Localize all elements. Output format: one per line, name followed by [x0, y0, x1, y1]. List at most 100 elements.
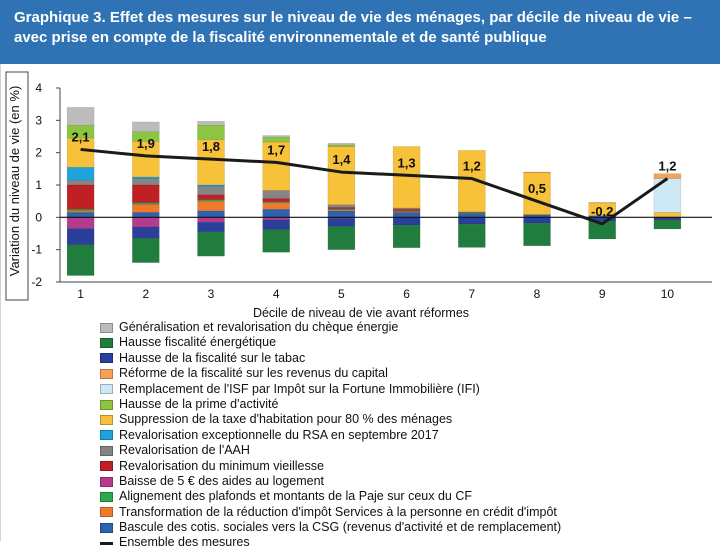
- chart-panel: [0, 64, 720, 541]
- legend-label: Revalorisation exceptionnelle du RSA en …: [119, 427, 439, 442]
- x-tick-label: 1: [77, 287, 84, 301]
- legend-label: Généralisation et revalorisation du chèq…: [119, 320, 399, 334]
- x-tick-label: 10: [661, 287, 675, 301]
- legend-item: Bascule des cotis. sociales vers la CSG …: [100, 520, 660, 535]
- legend-swatch: [100, 507, 113, 518]
- legend-swatch: [100, 491, 113, 502]
- bar-segment: [327, 143, 356, 146]
- legend-item: Revalorisation du minimum vieillesse: [100, 459, 660, 474]
- legend-swatch: [100, 415, 113, 426]
- data-label: 1,8: [202, 139, 220, 154]
- bar-segment: [132, 212, 160, 218]
- x-axis-label: Décile de niveau de vie avant réformes: [253, 306, 469, 320]
- bar-segment: [523, 171, 551, 173]
- data-label: 1,7: [267, 142, 285, 157]
- legend-item: Transformation de la réduction d'impôt S…: [100, 505, 660, 520]
- data-label: 1,3: [398, 155, 416, 170]
- legend-swatch: [100, 399, 113, 410]
- legend-swatch: [100, 430, 113, 441]
- legend-line-swatch: [100, 541, 113, 545]
- x-tick-label: 9: [599, 287, 606, 301]
- legend-label: Transformation de la réduction d'impôt S…: [119, 504, 557, 519]
- bar-segment: [523, 217, 551, 224]
- legend-label: Suppression de la taxe d'habitation pour…: [119, 412, 453, 427]
- legend-item: Baisse de 5 € des aides au logement: [100, 474, 660, 489]
- data-label: -0,2: [591, 204, 613, 219]
- bar-segment: [132, 217, 160, 228]
- bar-segment: [132, 178, 160, 186]
- bar-segment: [66, 228, 95, 246]
- legend-item: Hausse fiscalité énergétique: [100, 335, 660, 350]
- bar-segment: [132, 226, 160, 239]
- legend-swatch: [100, 384, 113, 395]
- data-label: 0,5: [528, 181, 546, 196]
- bar-segment: [197, 200, 225, 212]
- bar-segment: [197, 221, 225, 233]
- legend-item: Réforme de la fiscalité sur les revenus …: [100, 366, 660, 381]
- bar-segment: [327, 218, 356, 227]
- legend-label: Hausse de la fiscalité sur le tabac: [119, 350, 306, 365]
- bar-segment: [132, 238, 160, 263]
- x-tick-label: 6: [403, 287, 410, 301]
- bar-segment: [132, 204, 160, 213]
- bar-segment: [653, 212, 682, 218]
- bar-segment: [197, 121, 225, 126]
- legend-label: Bascule des cotis. sociales vers la CSG …: [119, 520, 562, 535]
- bar-segment: [262, 229, 290, 253]
- data-label: 1,2: [463, 159, 481, 174]
- bar-segment: [66, 217, 95, 229]
- legend-item: Hausse de la fiscalité sur le tabac: [100, 351, 660, 366]
- bar-segment: [392, 212, 421, 218]
- y-tick-label: 0: [35, 210, 42, 224]
- bar-segment: [197, 217, 225, 223]
- x-tick-label: 3: [208, 287, 215, 301]
- legend-item: Remplacement de l'ISF par Impôt sur la F…: [100, 382, 660, 397]
- y-axis-label: Variation du niveau de vie (en %): [7, 86, 22, 277]
- bar-segment: [262, 136, 290, 143]
- data-label: 2,1: [72, 129, 90, 144]
- y-tick-label: 4: [35, 81, 42, 95]
- legend-label: Alignement des plafonds et montants de l…: [119, 489, 472, 504]
- x-tick-label: 8: [534, 287, 541, 301]
- legend-item: Suppression de la taxe d'habitation pour…: [100, 412, 660, 427]
- x-tick-label: 7: [468, 287, 475, 301]
- legend-swatch: [100, 353, 113, 364]
- bar-segment: [262, 209, 290, 218]
- bar-segment: [523, 222, 551, 247]
- bar-segment: [262, 202, 290, 210]
- y-tick-label: 1: [35, 178, 42, 192]
- y-axis-label-box: [5, 71, 29, 301]
- data-label: 1,2: [658, 159, 676, 174]
- chart-legend: Généralisation et revalorisation du chèq…: [100, 320, 660, 551]
- legend-item: Hausse de la prime d'activité: [100, 397, 660, 412]
- bar-segment: [132, 202, 160, 205]
- bar-segment: [588, 220, 616, 240]
- bar-segment: [66, 212, 95, 218]
- legend-item: Généralisation et revalorisation du chèq…: [100, 320, 660, 335]
- bar-segment: [132, 121, 160, 132]
- legend-label: Revalorisation de l'AAH: [119, 443, 250, 458]
- legend-swatch: [100, 368, 113, 379]
- bar-segment: [327, 226, 356, 250]
- x-tick-label: 4: [273, 287, 280, 301]
- legend-swatch: [100, 338, 113, 349]
- legend-swatch: [100, 445, 113, 456]
- data-label: 1,4: [332, 152, 351, 167]
- y-tick-label: 2: [35, 146, 42, 160]
- data-label: 1,9: [137, 136, 155, 151]
- bar-segment: [262, 141, 290, 191]
- bar-segment: [392, 217, 421, 226]
- y-tick-label: -1: [31, 243, 42, 257]
- bar-segment: [197, 186, 225, 195]
- total-line: [80, 147, 669, 226]
- bar-segment: [66, 244, 95, 276]
- legend-swatch: [100, 522, 113, 533]
- bar-segment: [262, 190, 290, 199]
- bar-segment: [197, 194, 225, 200]
- legend-item: Revalorisation exceptionnelle du RSA en …: [100, 428, 660, 443]
- bar-segment: [653, 173, 682, 179]
- bar-segment: [262, 219, 290, 230]
- legend-item: Ensemble des mesures: [100, 535, 660, 550]
- bar-segment: [327, 210, 356, 218]
